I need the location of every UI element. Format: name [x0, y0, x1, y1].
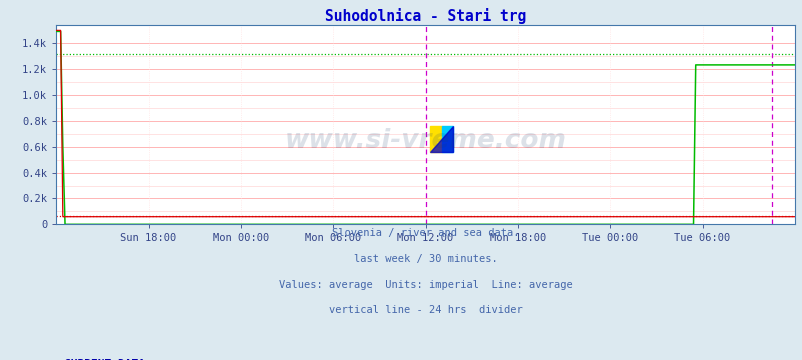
- Polygon shape: [430, 126, 452, 152]
- Text: www.si-vreme.com: www.si-vreme.com: [284, 128, 566, 154]
- Title: Suhodolnica - Stari trg: Suhodolnica - Stari trg: [325, 8, 525, 24]
- Text: vertical line - 24 hrs  divider: vertical line - 24 hrs divider: [328, 305, 522, 315]
- Bar: [430, 126, 441, 152]
- Bar: [441, 126, 452, 152]
- Text: CURRENT DATA: CURRENT DATA: [63, 359, 144, 360]
- Text: Slovenia / river and sea data.: Slovenia / river and sea data.: [331, 228, 519, 238]
- Text: last week / 30 minutes.: last week / 30 minutes.: [353, 254, 497, 264]
- Text: Values: average  Units: imperial  Line: average: Values: average Units: imperial Line: av…: [278, 280, 572, 289]
